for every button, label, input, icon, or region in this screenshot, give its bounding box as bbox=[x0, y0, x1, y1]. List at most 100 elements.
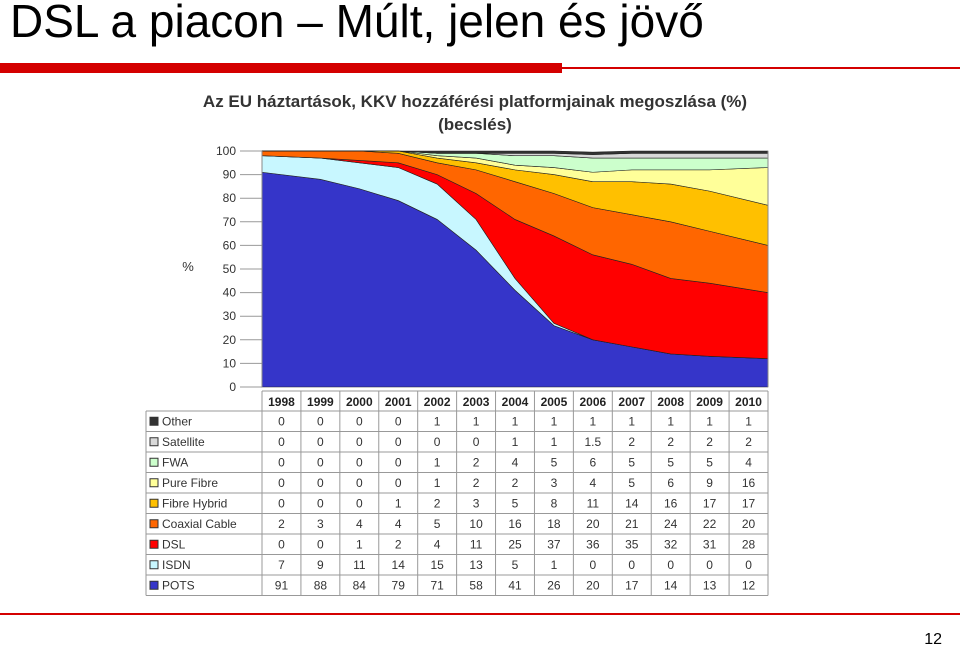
data-cell: 1 bbox=[590, 414, 597, 428]
data-cell: 2 bbox=[667, 435, 674, 449]
legend-swatch-pots bbox=[150, 581, 158, 589]
data-cell: 1 bbox=[628, 414, 635, 428]
data-cell: 0 bbox=[395, 455, 402, 469]
data-cell: 5 bbox=[434, 517, 441, 531]
data-cell: 1 bbox=[395, 496, 402, 510]
year-header: 2000 bbox=[346, 395, 373, 409]
y-tick-label: 80 bbox=[223, 191, 237, 205]
data-cell: 0 bbox=[317, 537, 324, 551]
data-cell: 5 bbox=[512, 496, 519, 510]
page-number: 12 bbox=[924, 631, 942, 649]
data-cell: 0 bbox=[278, 414, 285, 428]
y-tick-label: 40 bbox=[223, 286, 237, 300]
data-cell: 32 bbox=[664, 537, 678, 551]
data-cell: 0 bbox=[317, 414, 324, 428]
data-cell: 0 bbox=[278, 455, 285, 469]
data-cell: 5 bbox=[512, 558, 519, 572]
data-cell: 31 bbox=[703, 537, 717, 551]
data-cell: 0 bbox=[590, 558, 597, 572]
year-header: 2002 bbox=[424, 395, 451, 409]
slide-title: DSL a piacon – Múlt, jelen és jövő bbox=[10, 0, 704, 48]
data-cell: 1 bbox=[551, 414, 558, 428]
data-cell: 0 bbox=[356, 435, 363, 449]
y-tick-label: 50 bbox=[223, 262, 237, 276]
data-cell: 0 bbox=[706, 558, 713, 572]
data-cell: 16 bbox=[664, 496, 678, 510]
legend-label-other: Other bbox=[162, 414, 192, 428]
y-tick-label: 60 bbox=[223, 238, 237, 252]
data-cell: 0 bbox=[278, 496, 285, 510]
chart-figure: Az EU háztartások, KKV hozzáférési platf… bbox=[140, 85, 820, 600]
data-cell: 4 bbox=[395, 517, 402, 531]
data-cell: 71 bbox=[430, 578, 444, 592]
data-cell: 20 bbox=[586, 517, 600, 531]
data-cell: 0 bbox=[278, 435, 285, 449]
data-cell: 4 bbox=[512, 455, 519, 469]
year-header: 2008 bbox=[657, 395, 684, 409]
year-header: 2009 bbox=[696, 395, 723, 409]
data-cell: 18 bbox=[547, 517, 561, 531]
data-cell: 1 bbox=[745, 414, 752, 428]
year-header: 2007 bbox=[618, 395, 645, 409]
y-tick-label: 90 bbox=[223, 168, 237, 182]
data-cell: 20 bbox=[586, 578, 600, 592]
title-underline-thin bbox=[562, 67, 960, 69]
data-cell: 9 bbox=[706, 476, 713, 490]
data-cell: 0 bbox=[395, 414, 402, 428]
data-cell: 5 bbox=[706, 455, 713, 469]
year-header: 2010 bbox=[735, 395, 762, 409]
data-cell: 1 bbox=[706, 414, 713, 428]
data-cell: 0 bbox=[745, 558, 752, 572]
data-cell: 0 bbox=[278, 476, 285, 490]
data-cell: 36 bbox=[586, 537, 600, 551]
y-tick-label: 10 bbox=[223, 356, 237, 370]
data-cell: 0 bbox=[317, 455, 324, 469]
data-cell: 7 bbox=[278, 558, 285, 572]
y-tick-label: 0 bbox=[229, 380, 236, 394]
data-cell: 21 bbox=[625, 517, 639, 531]
year-header: 1999 bbox=[307, 395, 334, 409]
legend-swatch-isdn bbox=[150, 561, 158, 569]
data-cell: 16 bbox=[742, 476, 756, 490]
data-cell: 0 bbox=[356, 414, 363, 428]
data-cell: 5 bbox=[551, 455, 558, 469]
legend-label-fibre-hybrid: Fibre Hybrid bbox=[162, 496, 227, 510]
year-header: 2005 bbox=[541, 395, 568, 409]
legend-label-coaxial-cable: Coaxial Cable bbox=[162, 517, 237, 531]
data-cell: 6 bbox=[590, 455, 597, 469]
data-cell: 0 bbox=[395, 476, 402, 490]
footer-rule bbox=[0, 613, 960, 615]
data-cell: 2 bbox=[706, 435, 713, 449]
y-tick-label: 30 bbox=[223, 309, 237, 323]
data-cell: 1 bbox=[434, 455, 441, 469]
data-cell: 20 bbox=[742, 517, 756, 531]
data-cell: 2 bbox=[434, 496, 441, 510]
data-cell: 0 bbox=[317, 476, 324, 490]
legend-label-isdn: ISDN bbox=[162, 558, 191, 572]
data-cell: 1 bbox=[551, 435, 558, 449]
data-cell: 2 bbox=[395, 537, 402, 551]
data-cell: 3 bbox=[317, 517, 324, 531]
data-cell: 0 bbox=[356, 496, 363, 510]
data-cell: 0 bbox=[628, 558, 635, 572]
y-tick-label: 70 bbox=[223, 215, 237, 229]
data-cell: 25 bbox=[508, 537, 522, 551]
data-cell: 4 bbox=[745, 455, 752, 469]
data-cell: 3 bbox=[551, 476, 558, 490]
data-cell: 26 bbox=[547, 578, 561, 592]
data-cell: 35 bbox=[625, 537, 639, 551]
data-cell: 41 bbox=[508, 578, 522, 592]
data-cell: 14 bbox=[625, 496, 639, 510]
data-cell: 14 bbox=[392, 558, 406, 572]
data-cell: 1 bbox=[434, 476, 441, 490]
year-header: 2003 bbox=[463, 395, 490, 409]
data-cell: 0 bbox=[667, 558, 674, 572]
legend-swatch-coaxial-cable bbox=[150, 520, 158, 528]
legend-swatch-fibre-hybrid bbox=[150, 499, 158, 507]
data-cell: 1 bbox=[473, 414, 480, 428]
data-cell: 79 bbox=[392, 578, 406, 592]
legend-label-dsl: DSL bbox=[162, 537, 186, 551]
data-cell: 2 bbox=[278, 517, 285, 531]
data-cell: 88 bbox=[314, 578, 328, 592]
data-cell: 4 bbox=[356, 517, 363, 531]
